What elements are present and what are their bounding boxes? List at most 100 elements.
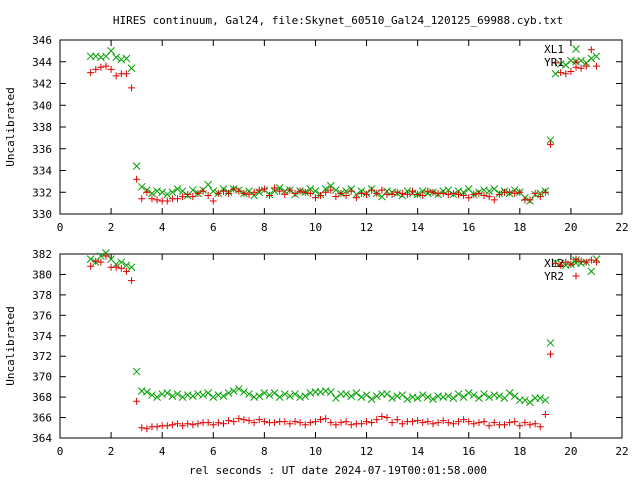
data-point [102, 62, 110, 70]
data-point [557, 261, 565, 269]
y-tick-label: 370 [32, 371, 52, 384]
legend-label: YR1 [544, 56, 564, 69]
data-point [536, 423, 544, 431]
data-point [429, 420, 437, 428]
data-point [209, 393, 218, 401]
data-point [388, 190, 396, 198]
data-point [234, 385, 243, 393]
y-tick-label: 366 [32, 412, 52, 425]
data-point [230, 185, 238, 193]
data-point [414, 190, 422, 198]
data-point [342, 192, 350, 200]
data-point [291, 390, 299, 398]
data-point [455, 418, 463, 426]
data-point [199, 391, 207, 399]
data-point [91, 52, 100, 61]
data-point [148, 391, 156, 399]
data-point [229, 387, 238, 395]
data-point [357, 393, 366, 401]
data-point [449, 189, 457, 197]
data-point [455, 190, 463, 198]
data-point [275, 393, 284, 401]
data-point [337, 189, 345, 197]
data-point [153, 196, 161, 204]
x-tick-label: 0 [57, 445, 64, 458]
data-point [572, 255, 580, 263]
data-point [276, 187, 284, 195]
data-point [439, 189, 447, 197]
data-point [138, 424, 146, 432]
data-point [219, 420, 227, 428]
x-tick-label: 16 [462, 445, 475, 458]
data-point [184, 420, 192, 428]
data-point [337, 419, 345, 427]
y-tick-label: 376 [32, 309, 52, 322]
data-point [577, 257, 585, 265]
data-point [250, 419, 258, 427]
data-point [444, 392, 453, 400]
data-point [521, 419, 529, 427]
data-point [511, 189, 519, 197]
x-tick-label: 6 [210, 445, 217, 458]
x-tick-label: 10 [309, 445, 322, 458]
y-tick-label: 364 [32, 432, 52, 445]
data-point [127, 263, 136, 272]
data-point [301, 421, 309, 429]
x-tick-label: 18 [513, 221, 526, 234]
data-point [97, 258, 105, 266]
data-point [526, 398, 534, 407]
data-point [582, 62, 590, 70]
x-tick-label: 22 [615, 221, 628, 234]
data-point [490, 419, 498, 427]
data-point [546, 140, 554, 148]
data-point [112, 53, 121, 62]
data-point [434, 419, 442, 427]
y-tick-label: 382 [32, 248, 52, 261]
data-point [587, 46, 595, 54]
data-point [245, 417, 253, 425]
data-point [368, 419, 376, 427]
y-tick-label: 346 [32, 34, 52, 47]
data-point [225, 417, 233, 425]
x-tick-label: 6 [210, 221, 217, 234]
data-point [322, 415, 330, 423]
data-point [296, 419, 304, 427]
y-tick-label: 342 [32, 78, 52, 91]
data-point [444, 190, 452, 198]
data-point [148, 195, 156, 203]
data-point [424, 393, 432, 401]
data-point [557, 69, 565, 77]
data-point [587, 54, 596, 63]
data-point [531, 420, 539, 428]
data-point [255, 186, 263, 194]
data-point [240, 388, 248, 396]
data-point [480, 418, 488, 426]
data-point [495, 392, 504, 400]
data-point [347, 392, 356, 400]
x-tick-label: 14 [411, 221, 425, 234]
data-point [561, 61, 570, 69]
data-point [510, 392, 519, 400]
data-point [464, 389, 473, 397]
data-point [342, 390, 350, 398]
data-point [137, 182, 146, 191]
data-point [224, 389, 233, 397]
data-point [587, 256, 595, 264]
data-point [107, 47, 115, 55]
data-point [281, 418, 289, 426]
data-point [158, 188, 167, 197]
data-point [398, 391, 407, 399]
data-point [322, 188, 330, 196]
data-point [204, 389, 213, 397]
data-point [357, 189, 365, 197]
data-point [409, 187, 417, 195]
data-point [368, 186, 376, 194]
data-point [194, 420, 202, 428]
data-point [117, 258, 126, 267]
data-point [490, 185, 499, 193]
legend-label: XL1 [544, 43, 564, 56]
data-point [214, 189, 222, 197]
data-point [122, 70, 130, 78]
data-point [352, 389, 361, 397]
data-point [562, 258, 570, 266]
